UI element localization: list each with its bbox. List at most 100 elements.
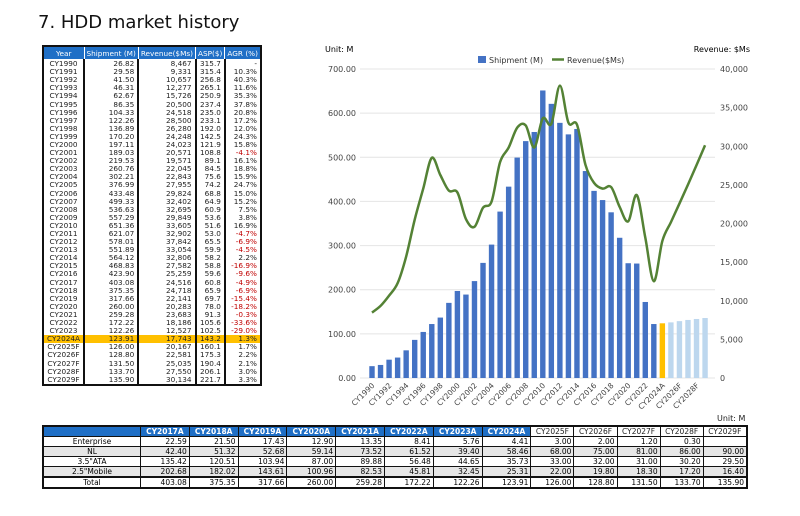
shipment-bar bbox=[634, 263, 640, 378]
table-cell: 376.99 bbox=[82, 181, 139, 190]
shipment-bar bbox=[412, 339, 418, 378]
table-cell: 135.90 bbox=[82, 375, 139, 385]
table-cell: CY2014 bbox=[49, 253, 78, 263]
table-cell: 22.59 bbox=[140, 436, 190, 447]
column-header: CY2019A bbox=[237, 425, 288, 437]
table-row: CY2000 197.11 24,023 121.9 15.8% bbox=[43, 139, 261, 150]
column-header: CY2024A bbox=[481, 425, 532, 437]
table-cell: CY2009 bbox=[49, 212, 78, 222]
table-cell: CY1994 bbox=[49, 91, 78, 101]
table-cell: 33.00 bbox=[530, 456, 575, 467]
table-row: CY2015 468.83 27,582 58.8 -16.9% bbox=[43, 262, 261, 271]
hdd-history-table: Year Shipment (M) Revenue($Ms) ASP($) AGR (%… bbox=[42, 45, 262, 386]
table-cell: 536.63 bbox=[82, 205, 139, 214]
table-cell: 16.9% bbox=[223, 221, 261, 230]
table-cell: 182.02 bbox=[188, 466, 239, 478]
table-cell: 9,331 bbox=[137, 68, 196, 77]
table-cell: 172.22 bbox=[383, 476, 434, 489]
table-cell: 375.35 bbox=[82, 286, 139, 295]
table-cell: 219.53 bbox=[82, 157, 139, 166]
legend-shipment-label: Shipment (M) bbox=[489, 56, 543, 65]
table-cell: -6.9% bbox=[223, 238, 261, 247]
shipment-bar bbox=[625, 263, 631, 378]
table-row: CY1997 122.26 28,500 233.1 17.2% bbox=[43, 116, 261, 125]
shipment-bar bbox=[386, 359, 392, 378]
table-cell: 27,582 bbox=[137, 262, 196, 271]
table-cell: -33.6% bbox=[223, 319, 261, 328]
table-cell: 206.1 bbox=[194, 367, 225, 376]
table-cell: -4.7% bbox=[223, 229, 261, 239]
shipment-bar bbox=[582, 171, 589, 378]
column-header: CY2017A bbox=[140, 425, 190, 437]
left-tick-label: 300.00 bbox=[328, 242, 356, 251]
table-cell: 68.8 bbox=[194, 189, 225, 198]
table-cell: 20,500 bbox=[137, 100, 196, 109]
table-cell: 62.67 bbox=[82, 92, 139, 101]
table-cell: 86.35 bbox=[82, 100, 139, 109]
table-cell: 564.12 bbox=[82, 254, 139, 263]
table-cell: CY2017 bbox=[49, 277, 78, 287]
table-cell: Enterprise bbox=[42, 436, 141, 447]
table-cell: 16.1% bbox=[223, 157, 261, 166]
shipment-bar bbox=[523, 141, 529, 378]
shipment-revenue-chart: Unit: M Revenue: $Ms 0.00 100.00 200.00 300.0… bbox=[325, 45, 750, 411]
table-cell: 235.0 bbox=[194, 108, 225, 117]
table-cell: 89.1 bbox=[194, 157, 225, 166]
left-tick-label: 600.00 bbox=[328, 109, 356, 118]
table-cell: CY1992 bbox=[49, 75, 78, 85]
table-cell: 75.00 bbox=[573, 446, 618, 457]
shipment-bar bbox=[557, 122, 563, 378]
table-cell: 27,550 bbox=[137, 367, 196, 376]
table-cell: 15,726 bbox=[137, 92, 196, 101]
table-cell: 12.90 bbox=[286, 436, 337, 447]
table-cell: 33,605 bbox=[137, 221, 196, 230]
table-cell: 24,023 bbox=[137, 140, 196, 150]
table-cell: 24,518 bbox=[137, 108, 196, 117]
table-cell: 32,402 bbox=[137, 197, 196, 206]
table-cell: 5.76 bbox=[432, 436, 483, 447]
table-row: CY1992 41.50 10,657 256.8 40.3% bbox=[43, 75, 261, 85]
shipment-bar bbox=[446, 302, 452, 378]
table-cell: 651.36 bbox=[82, 221, 139, 230]
table-cell: 81.00 bbox=[616, 446, 661, 457]
shipment-bar bbox=[608, 212, 614, 378]
table-cell: 13.35 bbox=[335, 436, 385, 447]
table-cell: 26.82 bbox=[82, 59, 139, 69]
table-cell: 84.5 bbox=[194, 165, 225, 174]
table-cell: 123.91 bbox=[481, 476, 532, 489]
table-cell: 90.00 bbox=[702, 446, 748, 457]
table-cell: 108.8 bbox=[194, 149, 225, 158]
shipment-bar bbox=[471, 281, 478, 378]
table-cell: 58.46 bbox=[481, 446, 532, 457]
table-cell: 142.5 bbox=[194, 132, 225, 141]
left-tick-label: 0.00 bbox=[338, 374, 356, 383]
table-cell bbox=[702, 436, 748, 447]
table-cell: 59.6 bbox=[194, 270, 225, 279]
table-cell: 4.41 bbox=[481, 436, 532, 447]
table-cell: CY2000 bbox=[49, 139, 78, 149]
left-tick-label: 500.00 bbox=[328, 153, 356, 162]
table-cell: 29.58 bbox=[82, 68, 139, 77]
table-cell: 403.08 bbox=[82, 278, 139, 287]
column-header: CY2021A bbox=[335, 425, 385, 437]
table-cell: 1.20 bbox=[616, 436, 661, 447]
table-cell: 19,571 bbox=[137, 157, 196, 166]
table-cell: 24,516 bbox=[137, 278, 196, 287]
segment-shipment-table: CY2017A CY2018A CY2019A CY2020A CY2021A CY202… bbox=[42, 425, 748, 489]
table-cell: 433.48 bbox=[82, 189, 139, 198]
table-cell: 58.8 bbox=[194, 262, 225, 271]
table-row: CY1994 62.67 15,726 250.9 35.3% bbox=[43, 91, 261, 101]
table-cell: 256.8 bbox=[194, 76, 225, 85]
table-cell: 1.3% bbox=[223, 335, 261, 344]
table-row: CY2016 423.90 25,259 59.6 -9.6% bbox=[43, 270, 261, 279]
table-cell: 120.51 bbox=[188, 456, 239, 467]
right-tick-label: 40,000 bbox=[720, 65, 748, 74]
table-row: 3.5"ATA 135.42 120.51 103.94 87.00 89.88 56.48… bbox=[42, 456, 748, 467]
table-cell: CY1999 bbox=[49, 131, 78, 141]
table-cell: 29.50 bbox=[702, 456, 748, 467]
shipment-bar bbox=[651, 324, 657, 378]
table-cell: CY2021 bbox=[49, 309, 78, 319]
table-cell: 17.2% bbox=[223, 116, 261, 125]
table-cell: 170.20 bbox=[82, 132, 139, 141]
table-row: CY2027F 131.50 25,035 190.4 2.1% bbox=[43, 359, 261, 368]
